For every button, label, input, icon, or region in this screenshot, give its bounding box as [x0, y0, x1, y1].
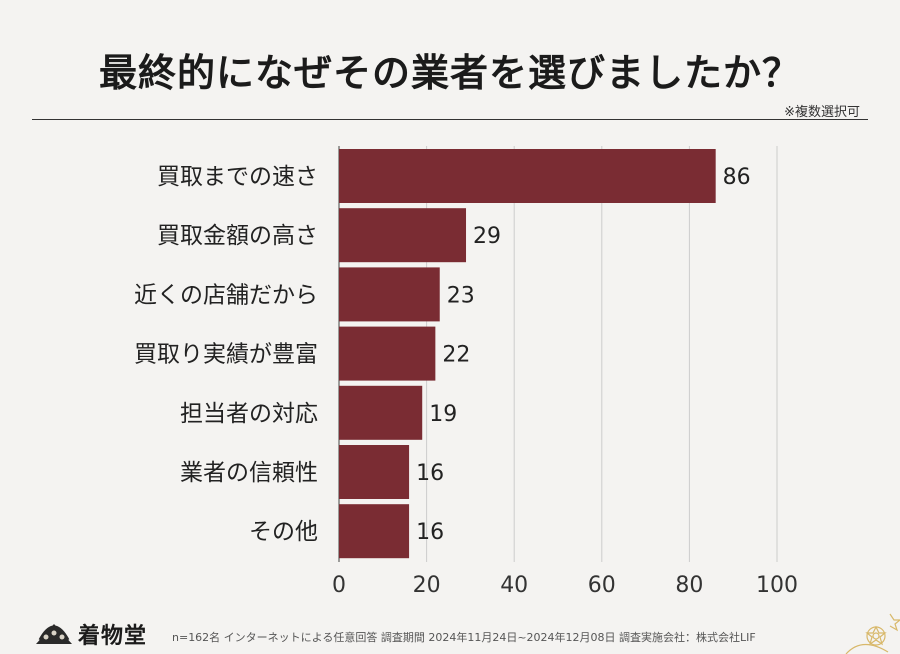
- value-label: 86: [723, 165, 751, 190]
- category-label: 買取までの速さ: [157, 164, 318, 190]
- flower-decoration-icon: [845, 613, 900, 654]
- x-tick-label: 60: [588, 573, 616, 598]
- x-tick-label: 0: [332, 573, 346, 598]
- value-label: 23: [447, 283, 475, 308]
- x-tick-label: 100: [756, 573, 798, 598]
- bar: [339, 504, 410, 559]
- category-label: その他: [249, 519, 318, 545]
- value-label: 29: [473, 224, 501, 249]
- bar: [339, 445, 410, 499]
- x-tick-label: 40: [500, 573, 528, 598]
- value-label: 16: [416, 461, 444, 486]
- bars: [339, 149, 716, 559]
- category-label: 買取り実績が豊富: [134, 342, 318, 368]
- value-label: 16: [416, 520, 444, 545]
- multiple-choice-note: ※複数選択可: [784, 105, 860, 120]
- x-tick-labels: 0 20 40 60 80 100: [332, 573, 798, 598]
- bar: [339, 267, 440, 322]
- value-label: 19: [429, 402, 457, 427]
- chart-title: 最終的になぜその業者を選びましたか？: [98, 51, 801, 95]
- survey-credit: n=162名 インターネットによる任意回答 調査期間 2024年11月24日~2…: [172, 631, 756, 644]
- category-label: 業者の信頼性: [180, 460, 318, 486]
- category-label: 買取金額の高さ: [157, 223, 318, 249]
- category-label: 担当者の対応: [180, 401, 318, 427]
- title-divider: [32, 119, 868, 120]
- fan-logo-icon: [36, 624, 72, 644]
- x-tick-label: 20: [413, 573, 441, 598]
- value-labels: 86 29 23 22 19 16 16: [416, 165, 751, 545]
- brand-logo: 着物堂: [78, 623, 148, 649]
- bar: [339, 208, 467, 263]
- category-labels: 買取までの速さ買取金額の高さ近くの店舗だから買取り実績が豊富担当者の対応業者の信…: [134, 164, 318, 545]
- bar: [339, 385, 423, 440]
- value-label: 22: [442, 343, 470, 368]
- bar: [339, 326, 436, 381]
- bar: [339, 149, 716, 203]
- x-tick-label: 80: [675, 573, 703, 598]
- category-label: 近くの店舗だから: [134, 282, 318, 308]
